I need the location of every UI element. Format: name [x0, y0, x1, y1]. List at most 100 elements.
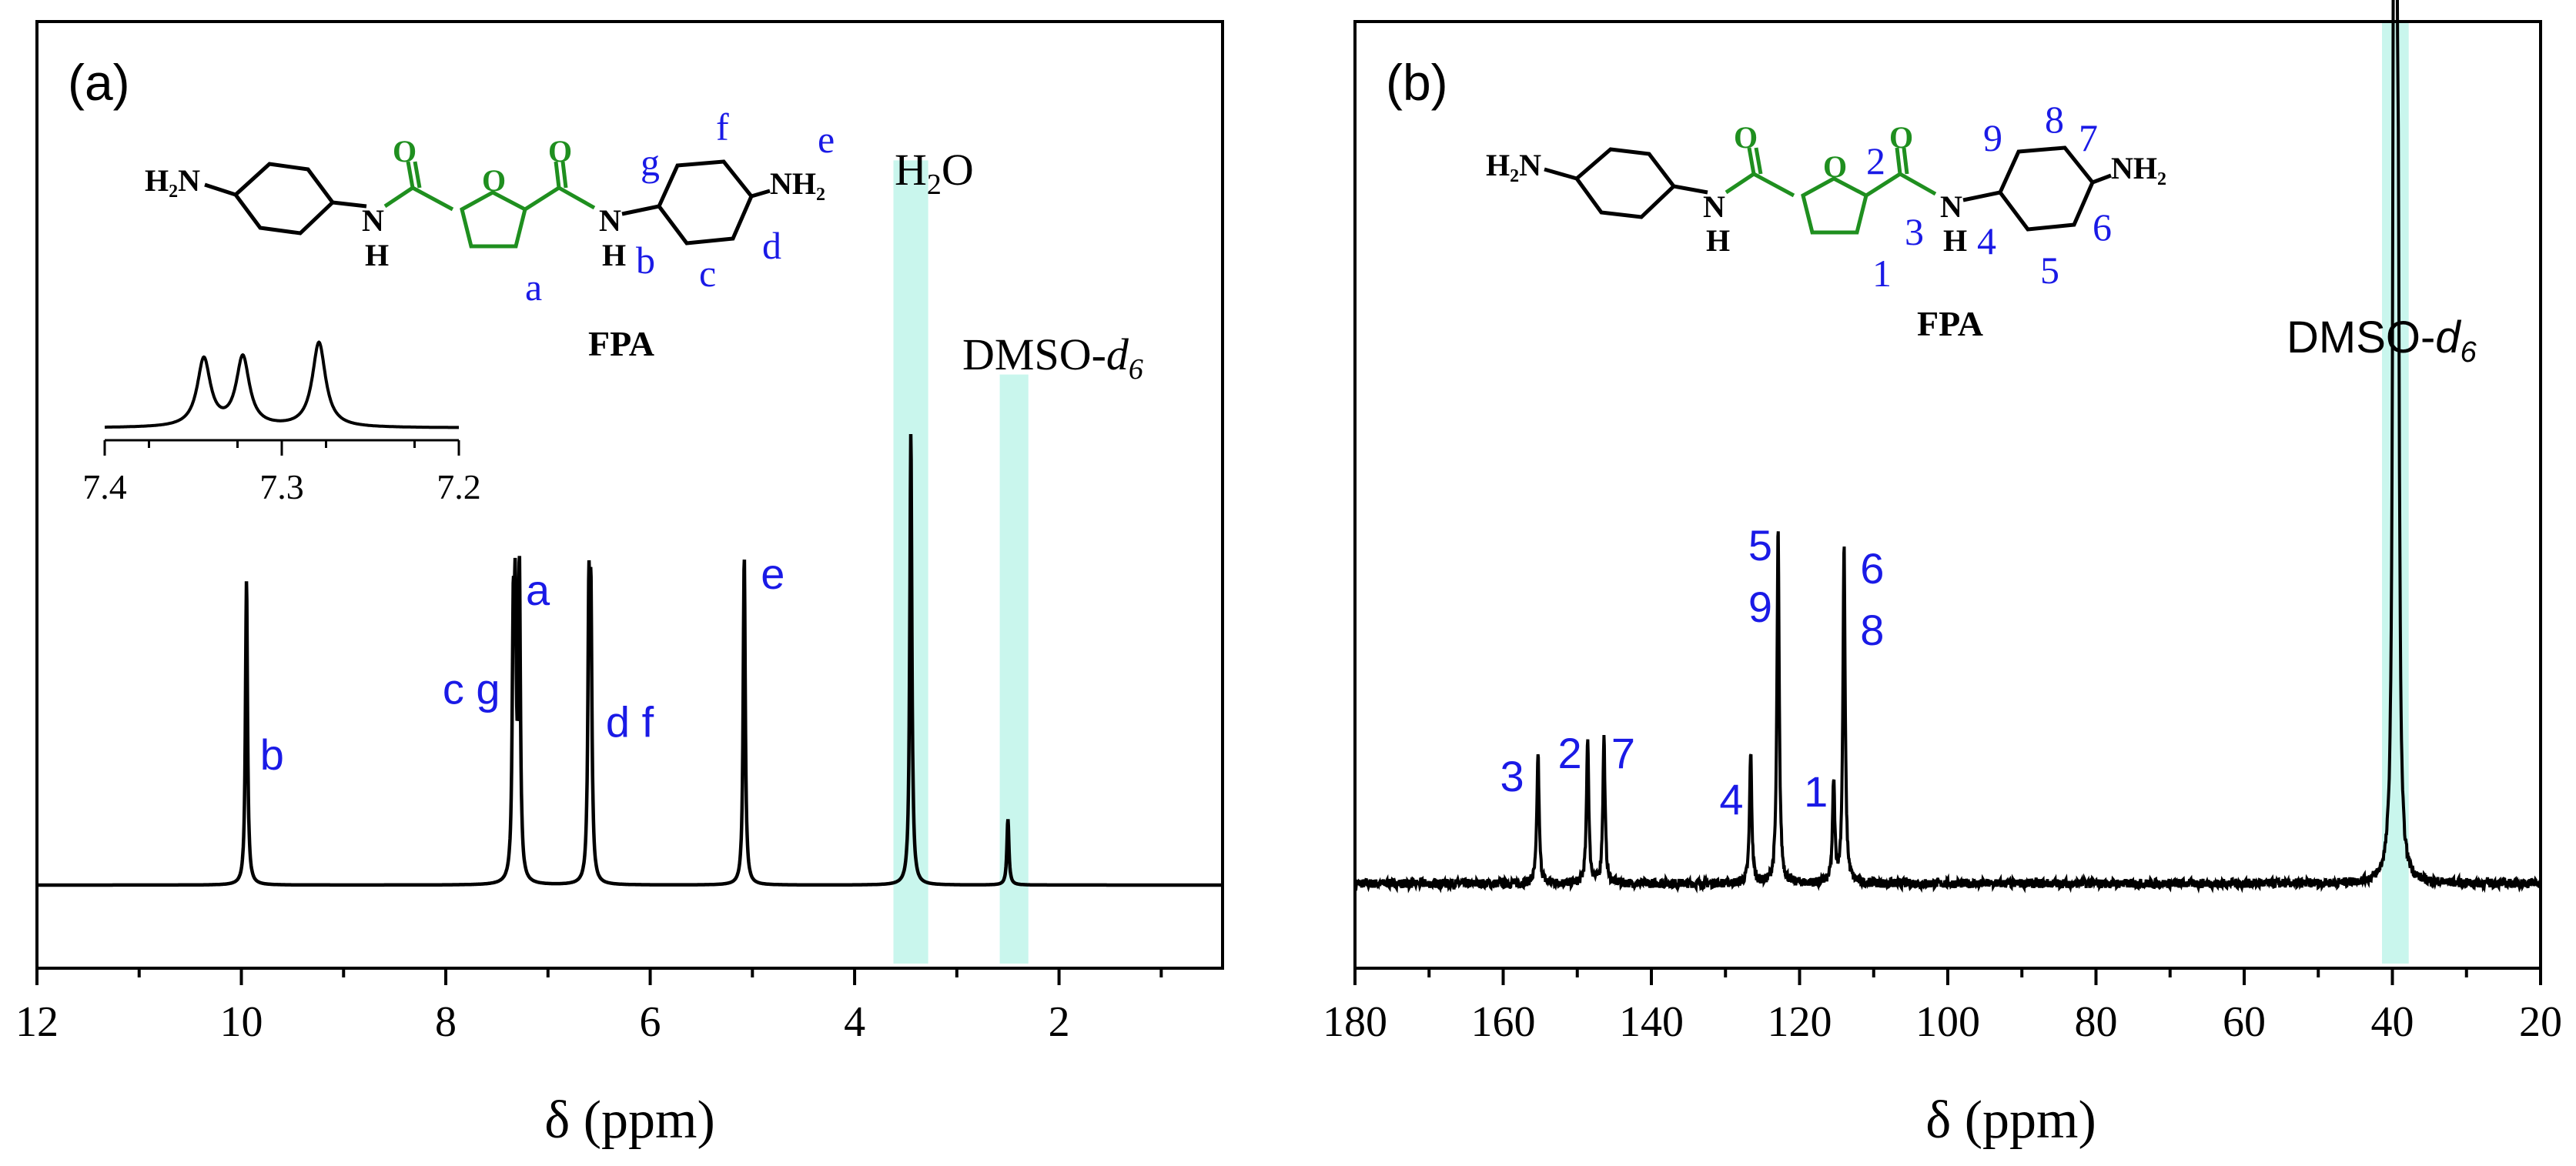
o-furan-b: O [1823, 149, 1847, 184]
h2o-label: H2O [895, 145, 974, 201]
peak-labels-b: 3 2 7 4 5 9 1 6 8 [1500, 521, 1884, 824]
peak-labels-a: b c g a d f e [260, 550, 785, 779]
o-right-b: O [1889, 120, 1913, 155]
x-tick-label: 80 [2075, 998, 2118, 1046]
bond [1673, 184, 1708, 195]
pos-g: g [641, 141, 660, 184]
nh2-label-b: NH₂ [2111, 151, 2166, 185]
x-tick-label: 120 [1768, 998, 1832, 1046]
peak-label: 9 [1748, 583, 1772, 631]
pos-2: 2 [1866, 139, 1885, 182]
peak-label: 6 [1860, 544, 1884, 593]
peak-label: 3 [1500, 752, 1524, 800]
peak-label: d f [606, 697, 654, 746]
pos-e: e [818, 118, 835, 161]
plot-frame-a [35, 20, 1224, 970]
pos-8: 8 [2045, 98, 2064, 141]
pos-b: b [636, 239, 655, 282]
panel-b: 180 160 140 120 100 80 60 40 20 (b) δ (ppm) 3 2 74… [1323, 0, 2562, 1150]
inset-spectrum-line [105, 340, 459, 429]
bond [2092, 173, 2112, 185]
pos-6: 6 [2093, 205, 2112, 249]
o-left-b: O [1734, 120, 1758, 155]
peak-label: 8 [1860, 606, 1884, 654]
x-tick-label: 60 [2223, 998, 2266, 1046]
bond [1544, 167, 1577, 181]
bond [554, 161, 561, 189]
inset-tick-label: 7.3 [259, 467, 304, 506]
h2n-label-b: H₂N [1486, 148, 1541, 182]
mol-name-a: FPA [588, 324, 654, 363]
inset-tick-label: 7.2 [437, 467, 481, 506]
bond [1754, 147, 1763, 175]
peak-label: 4 [1719, 775, 1743, 824]
bond [332, 200, 367, 209]
bond [1902, 147, 1909, 175]
x-axis-title-b: δ (ppm) [1925, 1091, 2096, 1150]
pos-d: d [762, 224, 781, 267]
bond [1725, 172, 1755, 195]
x-tick-label: 20 [2519, 998, 2562, 1046]
inset-tick-label: 7.4 [82, 467, 127, 506]
nh-right-h-a: H [602, 238, 626, 272]
pos-3: 3 [1905, 210, 1924, 253]
peak-label: 1 [1804, 767, 1828, 816]
x-tick-label: 4 [844, 998, 865, 1046]
mol-name-b: FPA [1917, 304, 1983, 343]
nh-right-n-a: N [599, 203, 621, 238]
peak-label: c g [443, 665, 500, 713]
benzene-left-b [1574, 147, 1677, 219]
nh-left-h-b: H [1706, 223, 1730, 258]
solvent-bands-a [893, 160, 1029, 964]
molecule-a: H₂N N H O O O N H [145, 105, 835, 363]
bond [557, 185, 596, 210]
peak-label: e [761, 550, 785, 598]
peak-label: 7 [1611, 729, 1635, 777]
nh-right-n-b: N [1940, 189, 1962, 224]
pos-1: 1 [1872, 252, 1892, 295]
o-left-a: O [393, 134, 417, 169]
dmso-label-a: DMSO-d6 [962, 329, 1143, 386]
x-tick-label: 140 [1619, 998, 1684, 1046]
pos-a: a [525, 266, 542, 309]
pos-7: 7 [2079, 116, 2098, 159]
o-right-a: O [548, 134, 572, 169]
bond [1747, 147, 1756, 175]
bond [524, 185, 560, 212]
bond [1962, 190, 2001, 202]
bond [1752, 172, 1795, 198]
h2n-label-a: H₂N [145, 163, 200, 198]
x-tick-label: 8 [435, 998, 457, 1046]
peak-label: 2 [1558, 729, 1582, 777]
furan-ring-b [1801, 176, 1868, 235]
bond [560, 161, 568, 189]
benzene-right-a [657, 159, 754, 246]
pos-c: c [699, 252, 716, 295]
nh-left-n-b: N [1703, 189, 1725, 224]
peak-label: a [526, 566, 550, 614]
peak-label: 5 [1748, 521, 1772, 570]
dmso-label-b: DMSO-d6 [2287, 312, 2477, 369]
bond [1895, 147, 1902, 175]
bond [413, 161, 422, 189]
x-axis-ticks-b: 180 160 140 120 100 80 60 40 20 [1323, 968, 2562, 1046]
bond [383, 185, 414, 209]
x-tick-label: 160 [1471, 998, 1536, 1046]
bond [1899, 172, 1937, 196]
x-axis-ticks-a: 12 10 8 6 4 2 [15, 968, 1163, 1046]
x-tick-label: 2 [1049, 998, 1070, 1046]
bond [411, 185, 454, 212]
furan-ring-a [460, 190, 527, 249]
panel-label-b: (b) [1386, 54, 1448, 111]
spectrum-line-b [1353, 0, 2542, 894]
panel-a: 12 10 8 6 4 2 (a) δ (ppm) b c g a d f e H2O DMSO-… [15, 20, 1224, 1150]
pos-f: f [716, 105, 729, 149]
spectrum-line-a [37, 433, 1223, 887]
x-tick-label: 12 [15, 998, 59, 1046]
x-tick-label: 40 [2371, 998, 2414, 1046]
nh-right-h-b: H [1943, 223, 1967, 258]
nh2-label-a: NH₂ [770, 166, 825, 201]
bond [406, 161, 415, 189]
pos-4: 4 [1977, 219, 1996, 262]
